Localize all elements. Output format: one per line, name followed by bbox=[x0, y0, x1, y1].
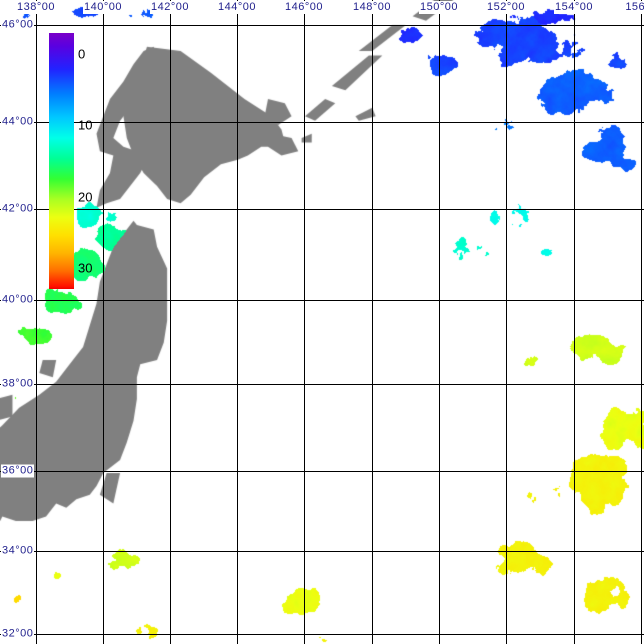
parallel-line bbox=[0, 25, 644, 26]
meridian-line bbox=[439, 0, 440, 644]
parallel-line bbox=[0, 471, 644, 472]
meridian-line bbox=[237, 0, 238, 644]
colorbar-tick-label: 10 bbox=[78, 117, 93, 133]
longitude-label: 146°00 bbox=[284, 1, 324, 14]
latitude-label: 36°00 bbox=[1, 464, 35, 478]
colorbar-tick-label: 30 bbox=[78, 260, 93, 276]
meridian-line bbox=[574, 0, 575, 644]
longitude-label: 138°00 bbox=[16, 1, 56, 14]
meridian-line bbox=[372, 0, 373, 644]
parallel-line bbox=[0, 122, 644, 123]
meridian-line bbox=[36, 0, 37, 644]
parallel-line bbox=[0, 209, 644, 210]
longitude-label: 152°00 bbox=[486, 1, 526, 14]
meridian-line bbox=[506, 0, 507, 644]
meridian-line bbox=[103, 0, 104, 644]
meridian-line bbox=[170, 0, 171, 644]
longitude-label: 150°00 bbox=[419, 1, 459, 14]
latitude-label: 34°00 bbox=[1, 544, 35, 558]
longitude-label: 140°00 bbox=[83, 1, 123, 14]
parallel-line bbox=[0, 634, 644, 635]
meridian-line bbox=[304, 0, 305, 644]
latitude-label: 46°00 bbox=[1, 18, 35, 32]
longitude-label: 154°00 bbox=[554, 1, 594, 14]
parallel-line bbox=[0, 384, 644, 385]
parallel-line bbox=[0, 551, 644, 552]
meridian-line bbox=[641, 0, 642, 644]
latitude-label: 32°00 bbox=[1, 627, 35, 641]
longitude-label: 148°00 bbox=[352, 1, 392, 14]
latitude-label: 38°00 bbox=[1, 377, 35, 391]
parallel-line bbox=[0, 300, 644, 301]
longitude-label: 142°00 bbox=[150, 1, 190, 14]
latitude-label: 44°00 bbox=[1, 115, 35, 129]
colorbar-tick-label: 20 bbox=[78, 189, 93, 205]
colorbar-gradient bbox=[49, 33, 74, 289]
colorbar-tick-label: 0 bbox=[78, 46, 86, 62]
latitude-label: 42°00 bbox=[1, 202, 35, 216]
latitude-label: 40°00 bbox=[1, 293, 35, 307]
longitude-label: 144°00 bbox=[217, 1, 257, 14]
longitude-label: 156°0 bbox=[624, 1, 644, 14]
